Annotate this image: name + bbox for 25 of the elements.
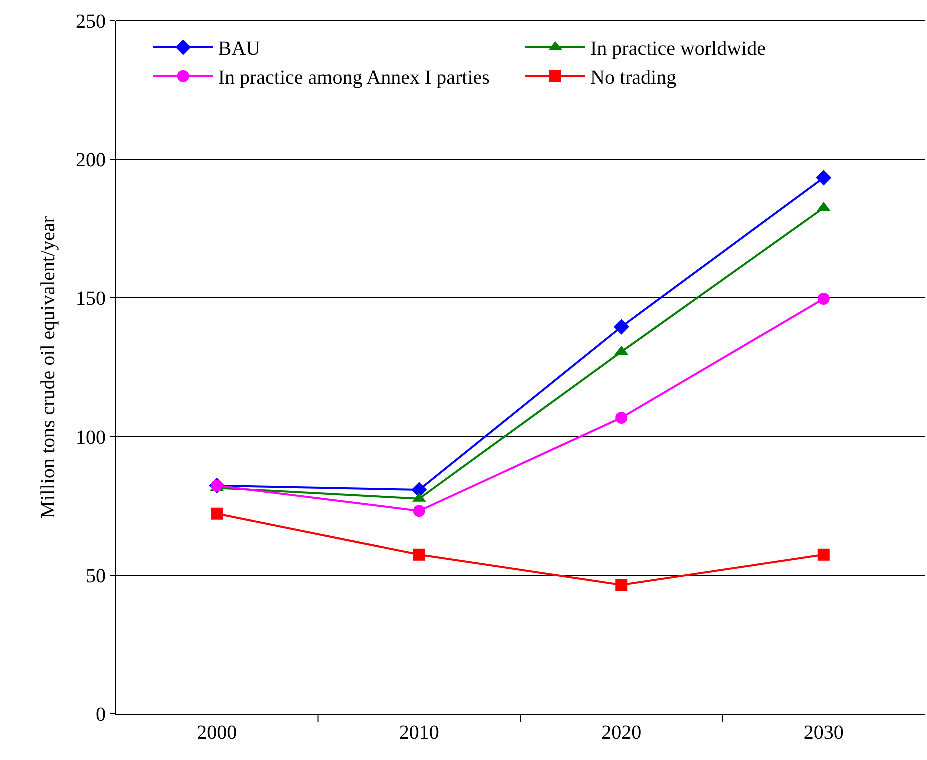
- point: [412, 482, 428, 498]
- y-axis-title: Million tons crude oil equivalent/year: [38, 216, 60, 519]
- x-tick-label: 2020: [602, 722, 642, 744]
- point: [413, 548, 426, 561]
- legend-label: BAU: [218, 38, 262, 60]
- point: [818, 293, 830, 306]
- point: [818, 548, 830, 561]
- y-tick-label: 0: [96, 704, 106, 726]
- point: [211, 508, 224, 520]
- legend-label: No trading: [590, 67, 677, 90]
- point: [413, 505, 426, 518]
- y-tick-label: 150: [76, 288, 106, 310]
- x-tick-label: 2030: [804, 722, 844, 744]
- x-tick-label: 2010: [399, 722, 440, 744]
- y-tick-label: 100: [76, 426, 106, 449]
- y-tick-label: 250: [76, 11, 106, 33]
- y-tick-label: 200: [76, 150, 106, 172]
- legend-label: In practice among Annex I parties: [218, 67, 490, 90]
- legend-label: In practice worldwide: [590, 38, 766, 60]
- x-tick-label: 2000: [197, 722, 238, 744]
- point: [616, 412, 628, 424]
- point: [616, 579, 628, 592]
- point: [816, 170, 832, 186]
- point: [614, 319, 630, 335]
- y-tick-label: 50: [86, 565, 106, 588]
